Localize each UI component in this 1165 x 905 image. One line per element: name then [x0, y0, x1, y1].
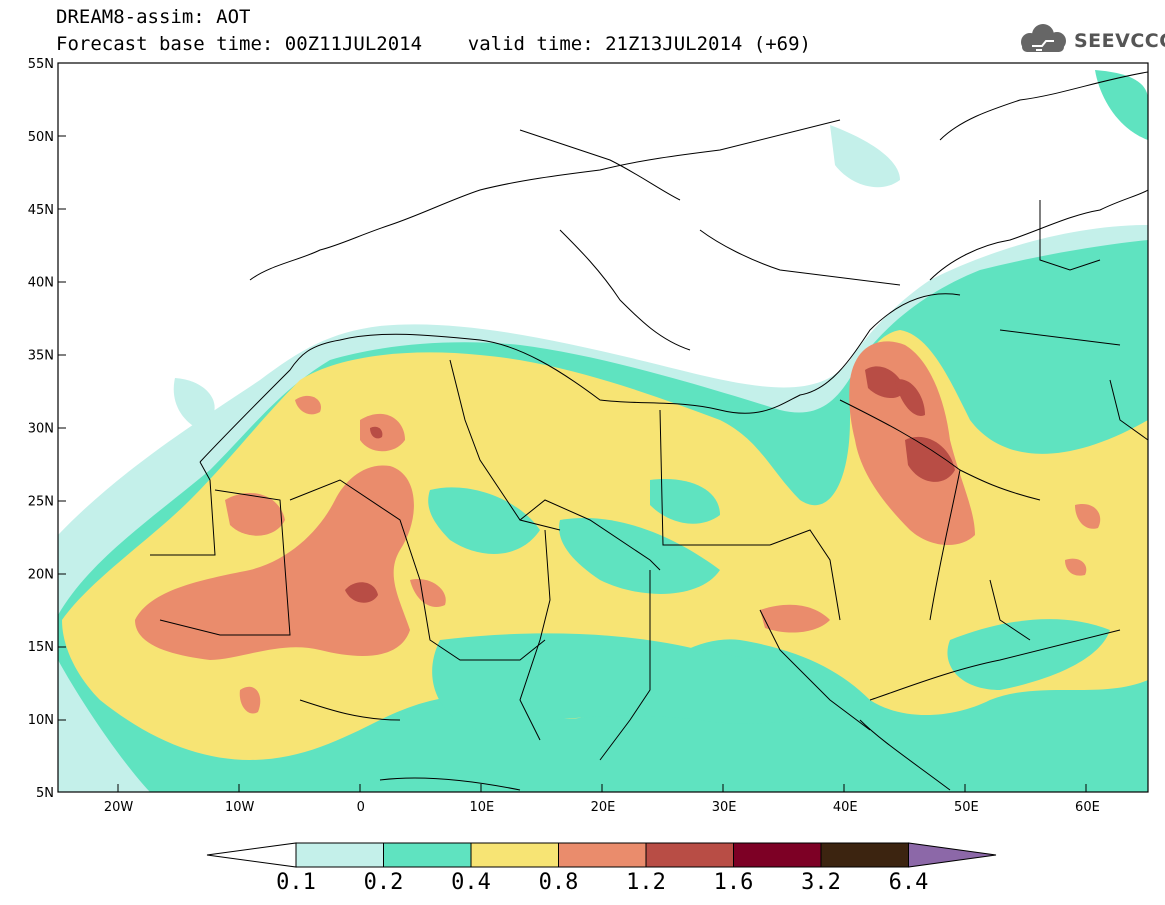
cloud-icon — [1021, 24, 1066, 52]
colorbar-swatch — [645, 842, 734, 868]
colorbar-swatch — [558, 842, 647, 868]
lat-label: 25N — [28, 494, 54, 509]
lat-label: 50N — [28, 130, 54, 145]
longitude-labels: 20W 10W 0 10E 20E 30E 40E 50E 60E — [104, 800, 1100, 815]
lon-label: 10W — [225, 800, 255, 815]
latitude-labels: 55N 50N 45N 40N 35N 30N 25N 20N 15N 10N 5N — [28, 57, 54, 801]
map-frame — [57, 62, 1149, 793]
colorbar-label: 6.4 — [888, 870, 929, 895]
lat-label: 45N — [28, 203, 54, 218]
seevccc-logo: SEEVCCC — [1016, 22, 1165, 58]
colorbar-label: 1.6 — [713, 870, 754, 895]
aot-band-1-2 — [345, 366, 955, 603]
map-title: DREAM8-assim: AOT — [56, 6, 251, 28]
lon-label: 10E — [470, 800, 495, 815]
lon-label: 0 — [357, 800, 365, 815]
lat-label: 20N — [28, 567, 54, 582]
aot-band-0-2-patches — [428, 479, 1110, 730]
lat-label: 55N — [28, 57, 54, 72]
lon-label: 20E — [591, 800, 616, 815]
colorbar-label: 0.8 — [538, 870, 579, 895]
lon-label: 20W — [104, 800, 134, 815]
forecast-times: Forecast base time: 00Z11JUL2014 valid t… — [56, 33, 811, 55]
colorbar-label: 1.2 — [626, 870, 666, 895]
logo-text: SEEVCCC — [1074, 30, 1165, 52]
aot-field — [58, 70, 1148, 792]
lat-label: 5N — [36, 786, 54, 801]
lat-label: 10N — [28, 713, 54, 728]
colorbar-swatch — [733, 842, 822, 868]
lat-label: 15N — [28, 640, 54, 655]
tick-marks — [58, 135, 1087, 792]
colorbar-label: 0.4 — [451, 870, 491, 895]
lon-label: 60E — [1075, 800, 1100, 815]
colorbar-under-arrow — [206, 842, 297, 868]
colorbar-swatch — [470, 842, 559, 868]
lon-label: 50E — [954, 800, 979, 815]
lat-label: 35N — [28, 349, 54, 364]
colorbar-label: 0.2 — [363, 870, 404, 895]
colorbar-label: 3.2 — [801, 870, 841, 895]
lon-label: 30E — [712, 800, 737, 815]
country-borders — [150, 71, 1148, 791]
colorbar-label: 0.1 — [276, 870, 316, 895]
colorbar-over-arrow — [908, 842, 997, 868]
lat-label: 30N — [28, 422, 54, 437]
colorbar-swatch — [383, 842, 472, 868]
colorbar-swatch — [295, 842, 384, 868]
colorbar — [206, 842, 997, 868]
lat-label: 40N — [28, 276, 54, 291]
colorbar-swatch — [820, 842, 909, 868]
lon-label: 40E — [833, 800, 858, 815]
